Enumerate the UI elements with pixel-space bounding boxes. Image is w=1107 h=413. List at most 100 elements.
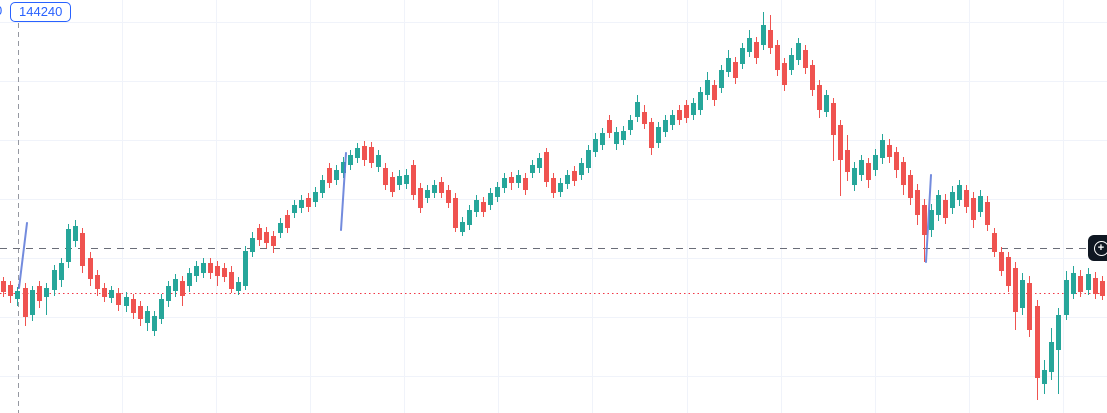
candle[interactable] — [37, 281, 42, 308]
candle[interactable] — [334, 165, 339, 185]
candle[interactable] — [341, 157, 346, 178]
candle[interactable] — [656, 122, 661, 148]
candle[interactable] — [957, 180, 962, 206]
candle[interactable] — [712, 80, 717, 106]
candle[interactable] — [432, 180, 437, 198]
candle[interactable] — [59, 258, 64, 287]
candle[interactable] — [936, 190, 941, 221]
candle[interactable] — [803, 45, 808, 74]
candle[interactable] — [173, 274, 178, 297]
candle[interactable] — [313, 187, 318, 207]
candle[interactable] — [285, 210, 290, 233]
candle[interactable] — [649, 118, 654, 155]
trendline[interactable] — [340, 152, 347, 231]
candle[interactable] — [1035, 300, 1040, 400]
candle[interactable] — [509, 172, 514, 190]
candle[interactable] — [355, 143, 360, 163]
candle[interactable] — [817, 80, 822, 118]
candle[interactable] — [642, 105, 647, 129]
candle[interactable] — [23, 283, 28, 326]
candle[interactable] — [397, 170, 402, 190]
candle[interactable] — [1093, 272, 1098, 299]
candle[interactable] — [880, 134, 885, 164]
candle[interactable] — [565, 170, 570, 189]
candle[interactable] — [929, 204, 934, 237]
candle[interactable] — [187, 268, 192, 292]
trendline[interactable] — [18, 222, 28, 289]
candle[interactable] — [138, 301, 143, 326]
candle[interactable] — [761, 12, 766, 50]
candle[interactable] — [488, 188, 493, 210]
candle[interactable] — [705, 72, 710, 100]
candle[interactable] — [159, 294, 164, 324]
candle[interactable] — [30, 286, 35, 321]
candle[interactable] — [943, 194, 948, 224]
candle[interactable] — [677, 105, 682, 125]
candle[interactable] — [859, 155, 864, 181]
add-order-plus-button[interactable]: + — [1088, 235, 1107, 261]
candle[interactable] — [1013, 262, 1018, 330]
candle[interactable] — [740, 43, 745, 69]
candle[interactable] — [607, 115, 612, 138]
candle[interactable] — [992, 228, 997, 257]
candle[interactable] — [145, 306, 150, 331]
candle[interactable] — [52, 265, 57, 296]
candle[interactable] — [8, 281, 13, 303]
candle[interactable] — [831, 98, 836, 161]
candle[interactable] — [425, 185, 430, 203]
candle[interactable] — [369, 142, 374, 168]
candle[interactable] — [1049, 328, 1054, 380]
candle[interactable] — [922, 199, 927, 262]
candle[interactable] — [474, 195, 479, 217]
candle[interactable] — [887, 139, 892, 163]
candle[interactable] — [978, 190, 983, 217]
candle[interactable] — [1, 277, 6, 297]
candle[interactable] — [299, 195, 304, 213]
candle[interactable] — [102, 283, 107, 302]
candle[interactable] — [1056, 308, 1061, 394]
candle[interactable] — [66, 224, 71, 268]
candle[interactable] — [229, 266, 234, 293]
candle[interactable] — [901, 157, 906, 195]
candle[interactable] — [691, 98, 696, 120]
candle[interactable] — [621, 126, 626, 145]
candle[interactable] — [1006, 252, 1011, 292]
candle[interactable] — [971, 192, 976, 228]
candle[interactable] — [789, 48, 794, 75]
candle[interactable] — [271, 231, 276, 253]
candle[interactable] — [698, 87, 703, 115]
candle[interactable] — [278, 218, 283, 238]
candle[interactable] — [243, 246, 248, 290]
candle[interactable] — [439, 177, 444, 198]
candle[interactable] — [306, 193, 311, 212]
candle[interactable] — [516, 170, 521, 188]
candle[interactable] — [600, 128, 605, 150]
candle[interactable] — [999, 247, 1004, 276]
candle[interactable] — [215, 261, 220, 286]
candle[interactable] — [453, 193, 458, 232]
candle[interactable] — [1027, 276, 1032, 337]
candle[interactable] — [362, 141, 367, 166]
candle[interactable] — [894, 147, 899, 178]
candle[interactable] — [208, 258, 213, 279]
candle[interactable] — [404, 169, 409, 189]
candle[interactable] — [628, 115, 633, 135]
candle[interactable] — [250, 232, 255, 257]
candle[interactable] — [775, 40, 780, 76]
candle[interactable] — [670, 110, 675, 130]
candle[interactable] — [95, 270, 100, 296]
candle[interactable] — [418, 183, 423, 213]
candle[interactable] — [754, 37, 759, 64]
candle[interactable] — [873, 149, 878, 176]
candle[interactable] — [586, 145, 591, 173]
candle[interactable] — [264, 227, 269, 248]
candle[interactable] — [152, 311, 157, 336]
candle[interactable] — [257, 224, 262, 246]
candle[interactable] — [222, 263, 227, 282]
trendline[interactable] — [925, 174, 932, 263]
candle[interactable] — [502, 173, 507, 193]
candle[interactable] — [950, 186, 955, 214]
candle[interactable] — [796, 38, 801, 65]
candle[interactable] — [446, 185, 451, 208]
